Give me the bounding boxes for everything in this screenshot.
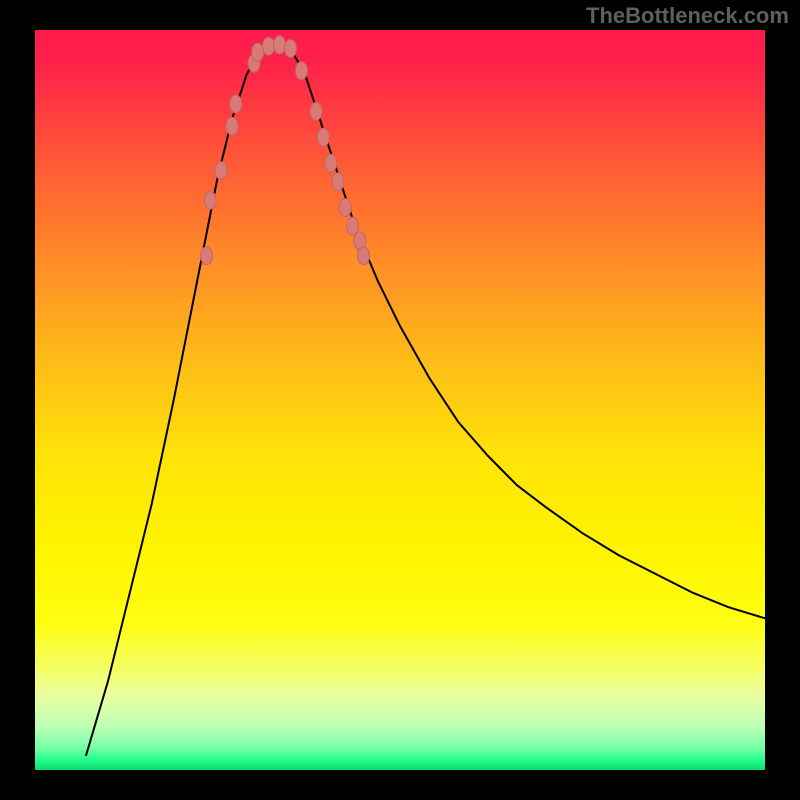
data-marker [332,173,344,191]
plot-area [35,30,765,770]
data-marker [215,162,227,180]
data-marker [204,191,216,209]
data-marker [285,40,297,58]
data-marker [263,37,275,55]
data-marker [317,128,329,146]
data-marker [347,217,359,235]
data-marker [339,199,351,217]
gradient-background [35,30,765,770]
data-marker [226,117,238,135]
data-marker [252,43,264,61]
data-marker [295,62,307,80]
data-marker [310,102,322,120]
data-marker [358,247,370,265]
watermark-label: TheBottleneck.com [586,3,789,29]
data-marker [201,247,213,265]
data-marker [325,154,337,172]
chart-container: TheBottleneck.com [0,0,800,800]
data-marker [274,36,286,54]
data-marker [230,95,242,113]
